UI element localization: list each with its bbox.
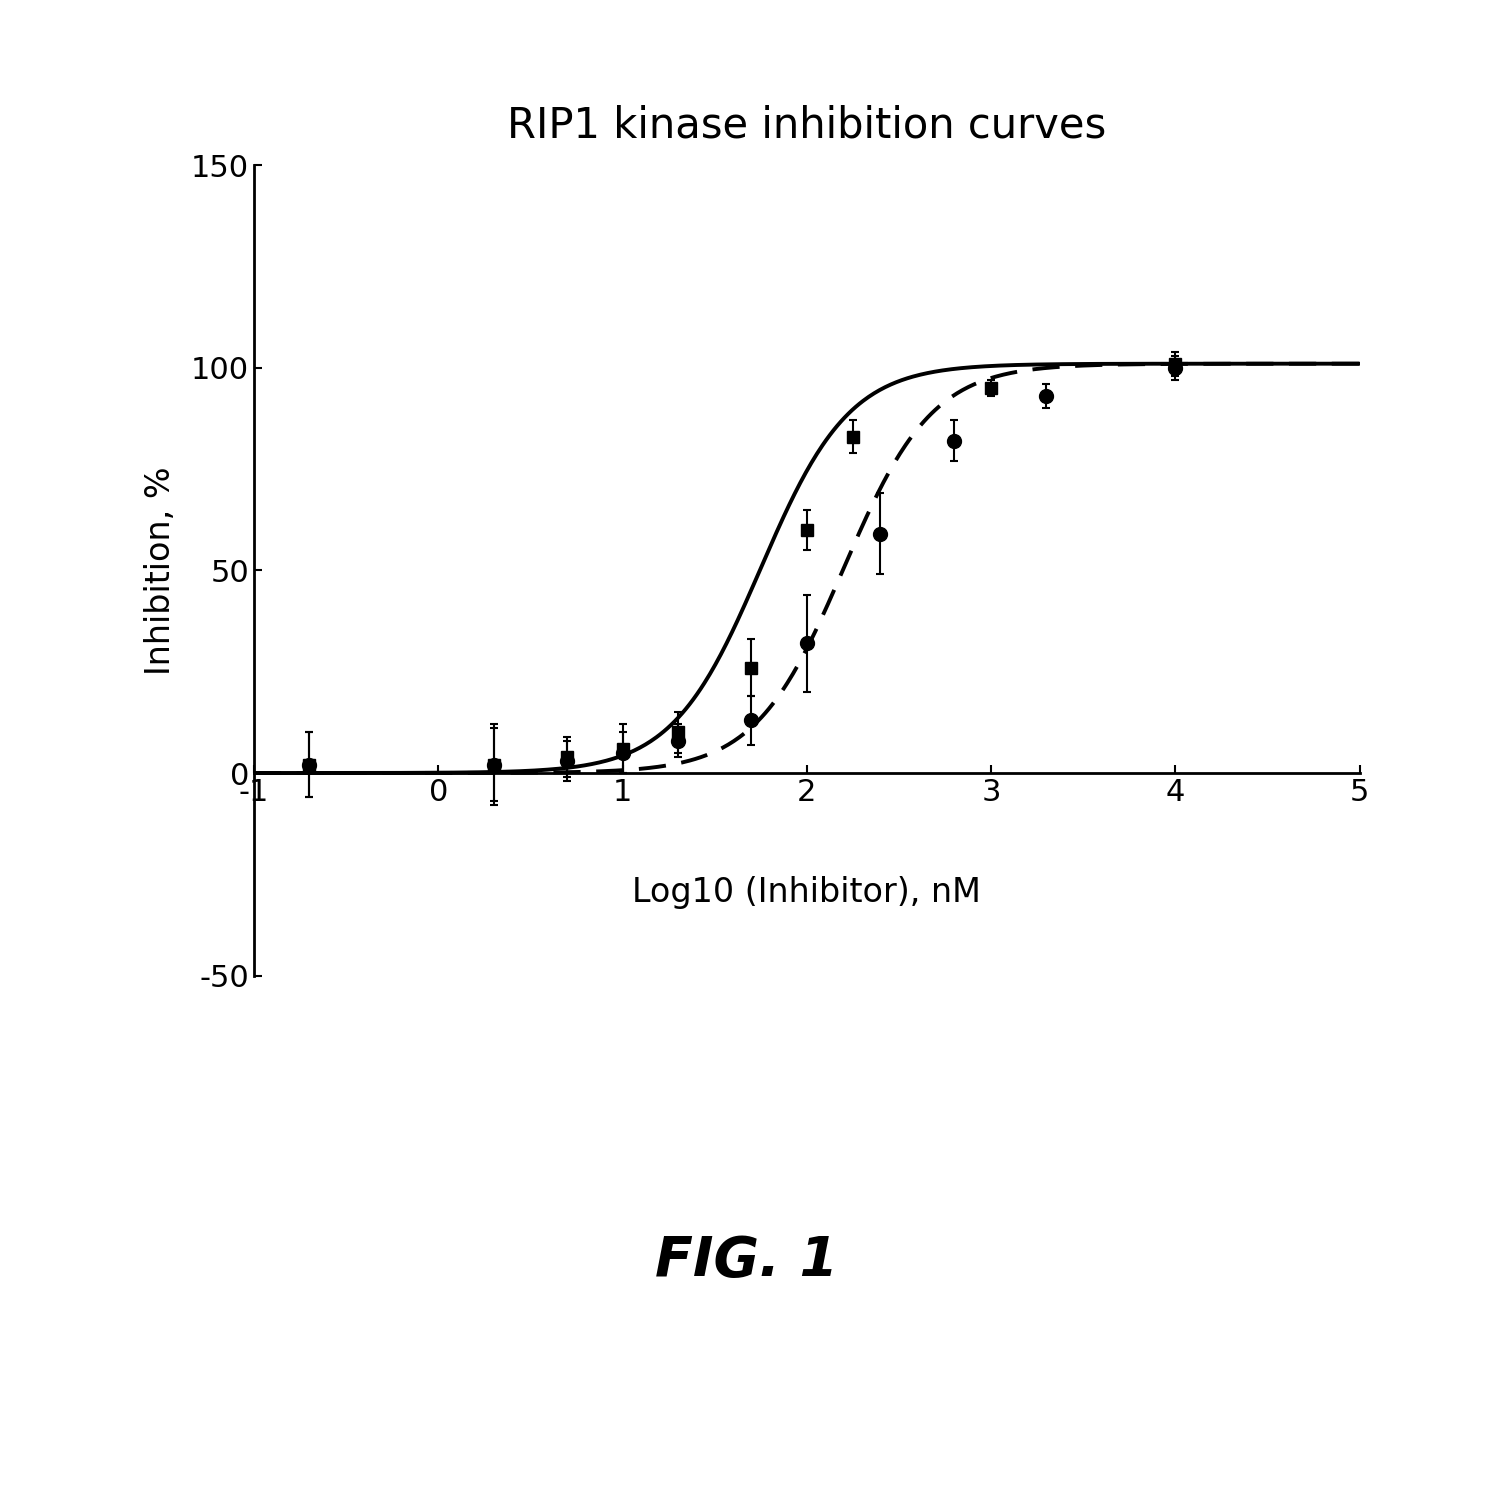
Y-axis label: Inhibition, %: Inhibition, % bbox=[143, 467, 178, 674]
Text: FIG. 1: FIG. 1 bbox=[656, 1234, 838, 1288]
X-axis label: Log10 (Inhibitor), nM: Log10 (Inhibitor), nM bbox=[632, 877, 982, 910]
Title: RIP1 kinase inhibition curves: RIP1 kinase inhibition curves bbox=[506, 105, 1107, 146]
